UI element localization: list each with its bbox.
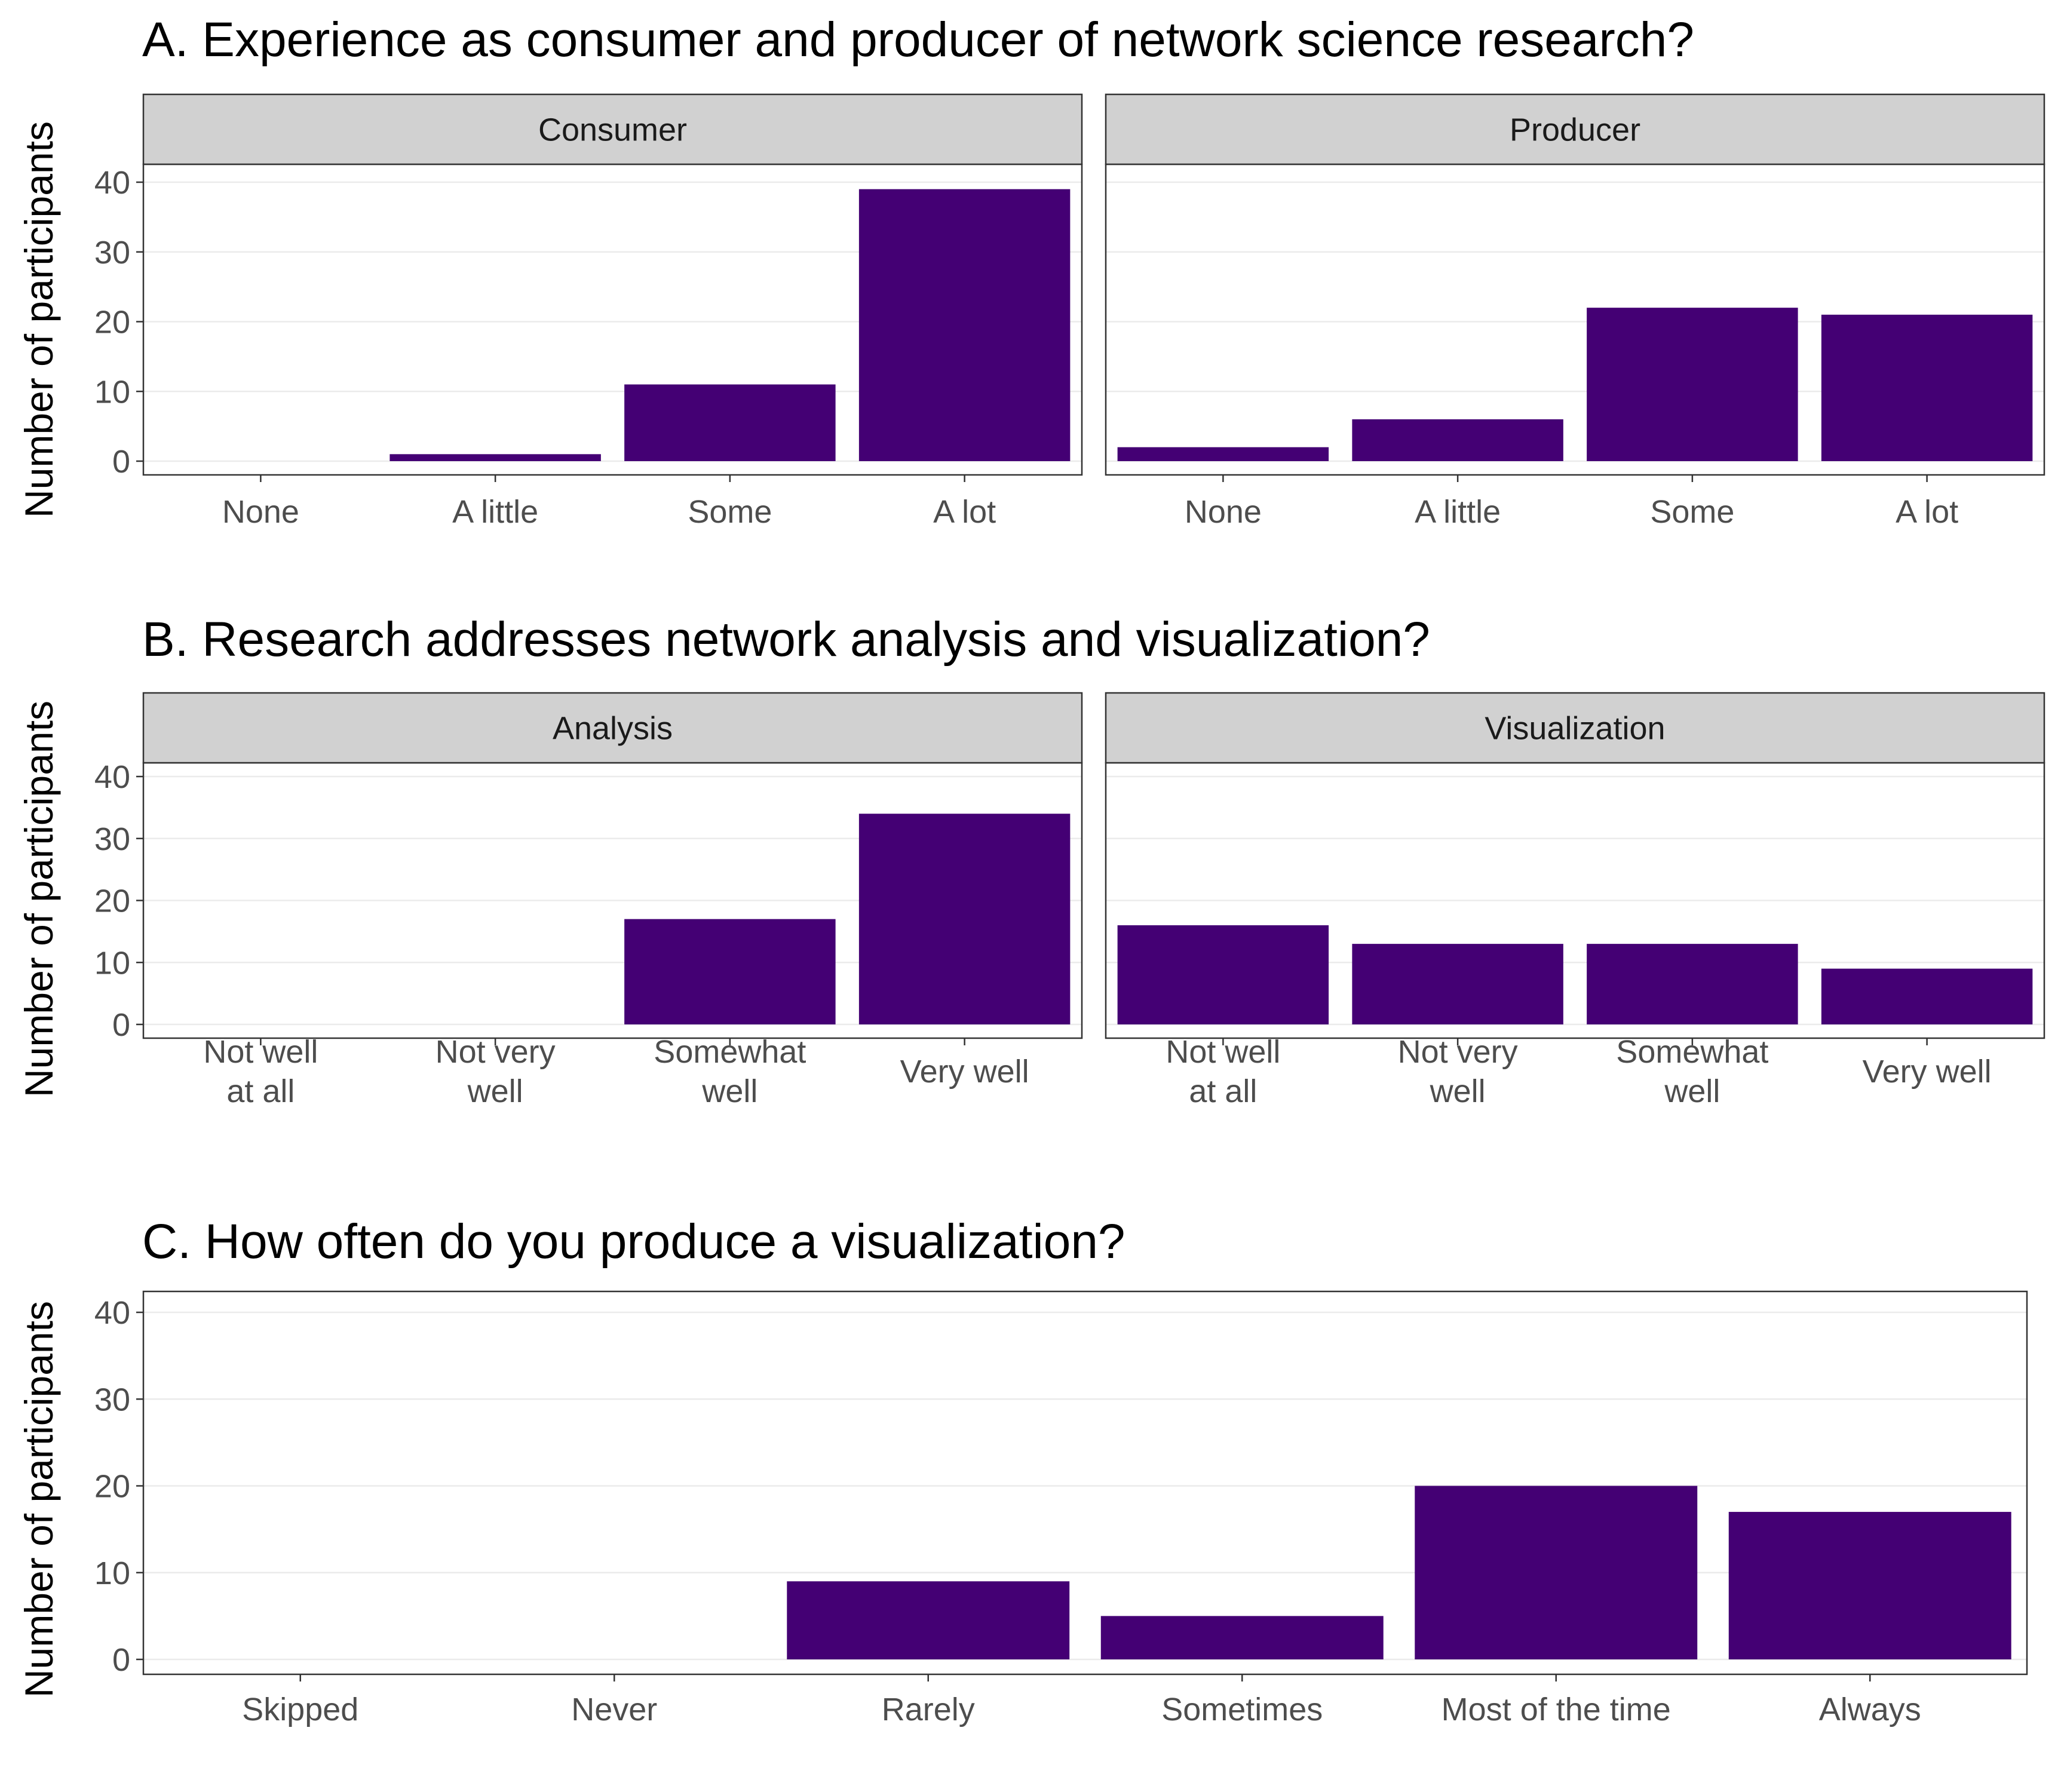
bar	[1587, 944, 1798, 1024]
x-tick-label: A lot	[1896, 494, 1958, 530]
bar	[1415, 1486, 1698, 1659]
facet-strip	[1105, 93, 2045, 165]
x-tick-label: Very well	[900, 1054, 1029, 1090]
y-tick-label: 20	[94, 1469, 130, 1505]
bar	[624, 919, 836, 1024]
x-tick-label: Skipped	[242, 1692, 358, 1727]
x-tick-label: A lot	[933, 494, 996, 530]
y-tick-label: 10	[94, 945, 130, 981]
bar	[1100, 1616, 1384, 1659]
y-tick-label: 40	[94, 759, 130, 795]
chart-c: C. How often do you produce a visualizat…	[17, 1214, 2028, 1727]
x-tick-label: Rarely	[882, 1692, 975, 1727]
bar	[1352, 944, 1563, 1024]
facet-panel-1: Skipped Never Rarely Sometimes Most of the t…	[142, 1290, 2028, 1727]
chart-title: C. How often do you produce a visualizat…	[142, 1214, 1125, 1269]
x-tick-label: Not well at all	[203, 1034, 318, 1109]
x-tick-label: A little	[452, 494, 538, 530]
bar	[389, 454, 601, 461]
chart-a: A. Experience as consumer and producer o…	[17, 13, 2045, 530]
facet-strip	[142, 93, 1083, 165]
bar	[1352, 419, 1563, 461]
y-tick-label: 40	[94, 1295, 130, 1331]
bar	[1117, 925, 1329, 1024]
facet-strip-label: Visualization	[1485, 711, 1665, 747]
bar	[1821, 968, 2033, 1024]
y-axis-label: Number of participants	[17, 121, 61, 518]
y-tick-label: 30	[94, 1382, 130, 1417]
x-tick-label: Not very well	[435, 1034, 556, 1109]
x-tick-label: Sometimes	[1161, 1692, 1323, 1727]
x-tick-label: A little	[1415, 494, 1501, 530]
bar	[858, 814, 1071, 1024]
panel-border	[142, 1290, 2028, 1676]
x-tick-label: Somewhat well	[1616, 1034, 1768, 1109]
x-tick-label: Not well at all	[1166, 1034, 1280, 1109]
bar	[787, 1581, 1070, 1659]
x-tick-label: Most of the time	[1442, 1692, 1671, 1727]
x-tick-label: Some	[1650, 494, 1734, 530]
facet-strip	[142, 692, 1083, 764]
bar	[858, 189, 1071, 461]
x-tick-label: Very well	[1863, 1054, 1992, 1090]
bar	[1587, 308, 1798, 461]
x-tick-label: Never	[571, 1692, 657, 1727]
facet-panel-2: None A little Some A lot Producer	[1105, 93, 2045, 530]
facet-strip-label: Consumer	[538, 112, 687, 148]
y-tick-label: 20	[94, 305, 130, 340]
x-tick-label: Somewhat well	[654, 1034, 806, 1109]
bar	[624, 384, 836, 461]
y-tick-label: 0	[112, 1642, 130, 1678]
y-tick-label: 10	[94, 374, 130, 410]
y-axis-label: Number of participants	[17, 701, 61, 1097]
bar	[1117, 447, 1329, 461]
x-tick-label: None	[1185, 494, 1262, 530]
facet-panel-1: None A little Some A lot Consumer	[142, 93, 1083, 530]
facet-strip-label: Analysis	[553, 711, 673, 747]
facet-panel-1: Not well at all Not very well Somewhat well Ve…	[142, 692, 1083, 1109]
y-tick-label: 20	[94, 883, 130, 919]
y-tick-label: 0	[112, 1007, 130, 1043]
facet-panel-2: Not well at all Not very well Somewhat well Ve…	[1105, 692, 2045, 1109]
facet-strip	[1105, 692, 2045, 764]
chart-title: B. Research addresses network analysis a…	[142, 612, 1430, 667]
bar	[1728, 1512, 2011, 1659]
x-tick-label: Always	[1819, 1692, 1921, 1727]
bar	[1821, 314, 2033, 461]
x-tick-label: Some	[688, 494, 772, 530]
facet-strip-label: Producer	[1510, 112, 1640, 148]
y-tick-label: 0	[112, 444, 130, 480]
y-tick-label: 40	[94, 165, 130, 201]
chart-b: B. Research addresses network analysis a…	[17, 612, 2045, 1109]
y-tick-label: 30	[94, 821, 130, 857]
y-tick-label: 10	[94, 1555, 130, 1591]
y-axis-label: Number of participants	[17, 1301, 61, 1698]
y-tick-label: 30	[94, 235, 130, 271]
x-tick-label: None	[222, 494, 299, 530]
x-tick-label: Not very well	[1398, 1034, 1518, 1109]
chart-title: A. Experience as consumer and producer o…	[142, 13, 1694, 67]
